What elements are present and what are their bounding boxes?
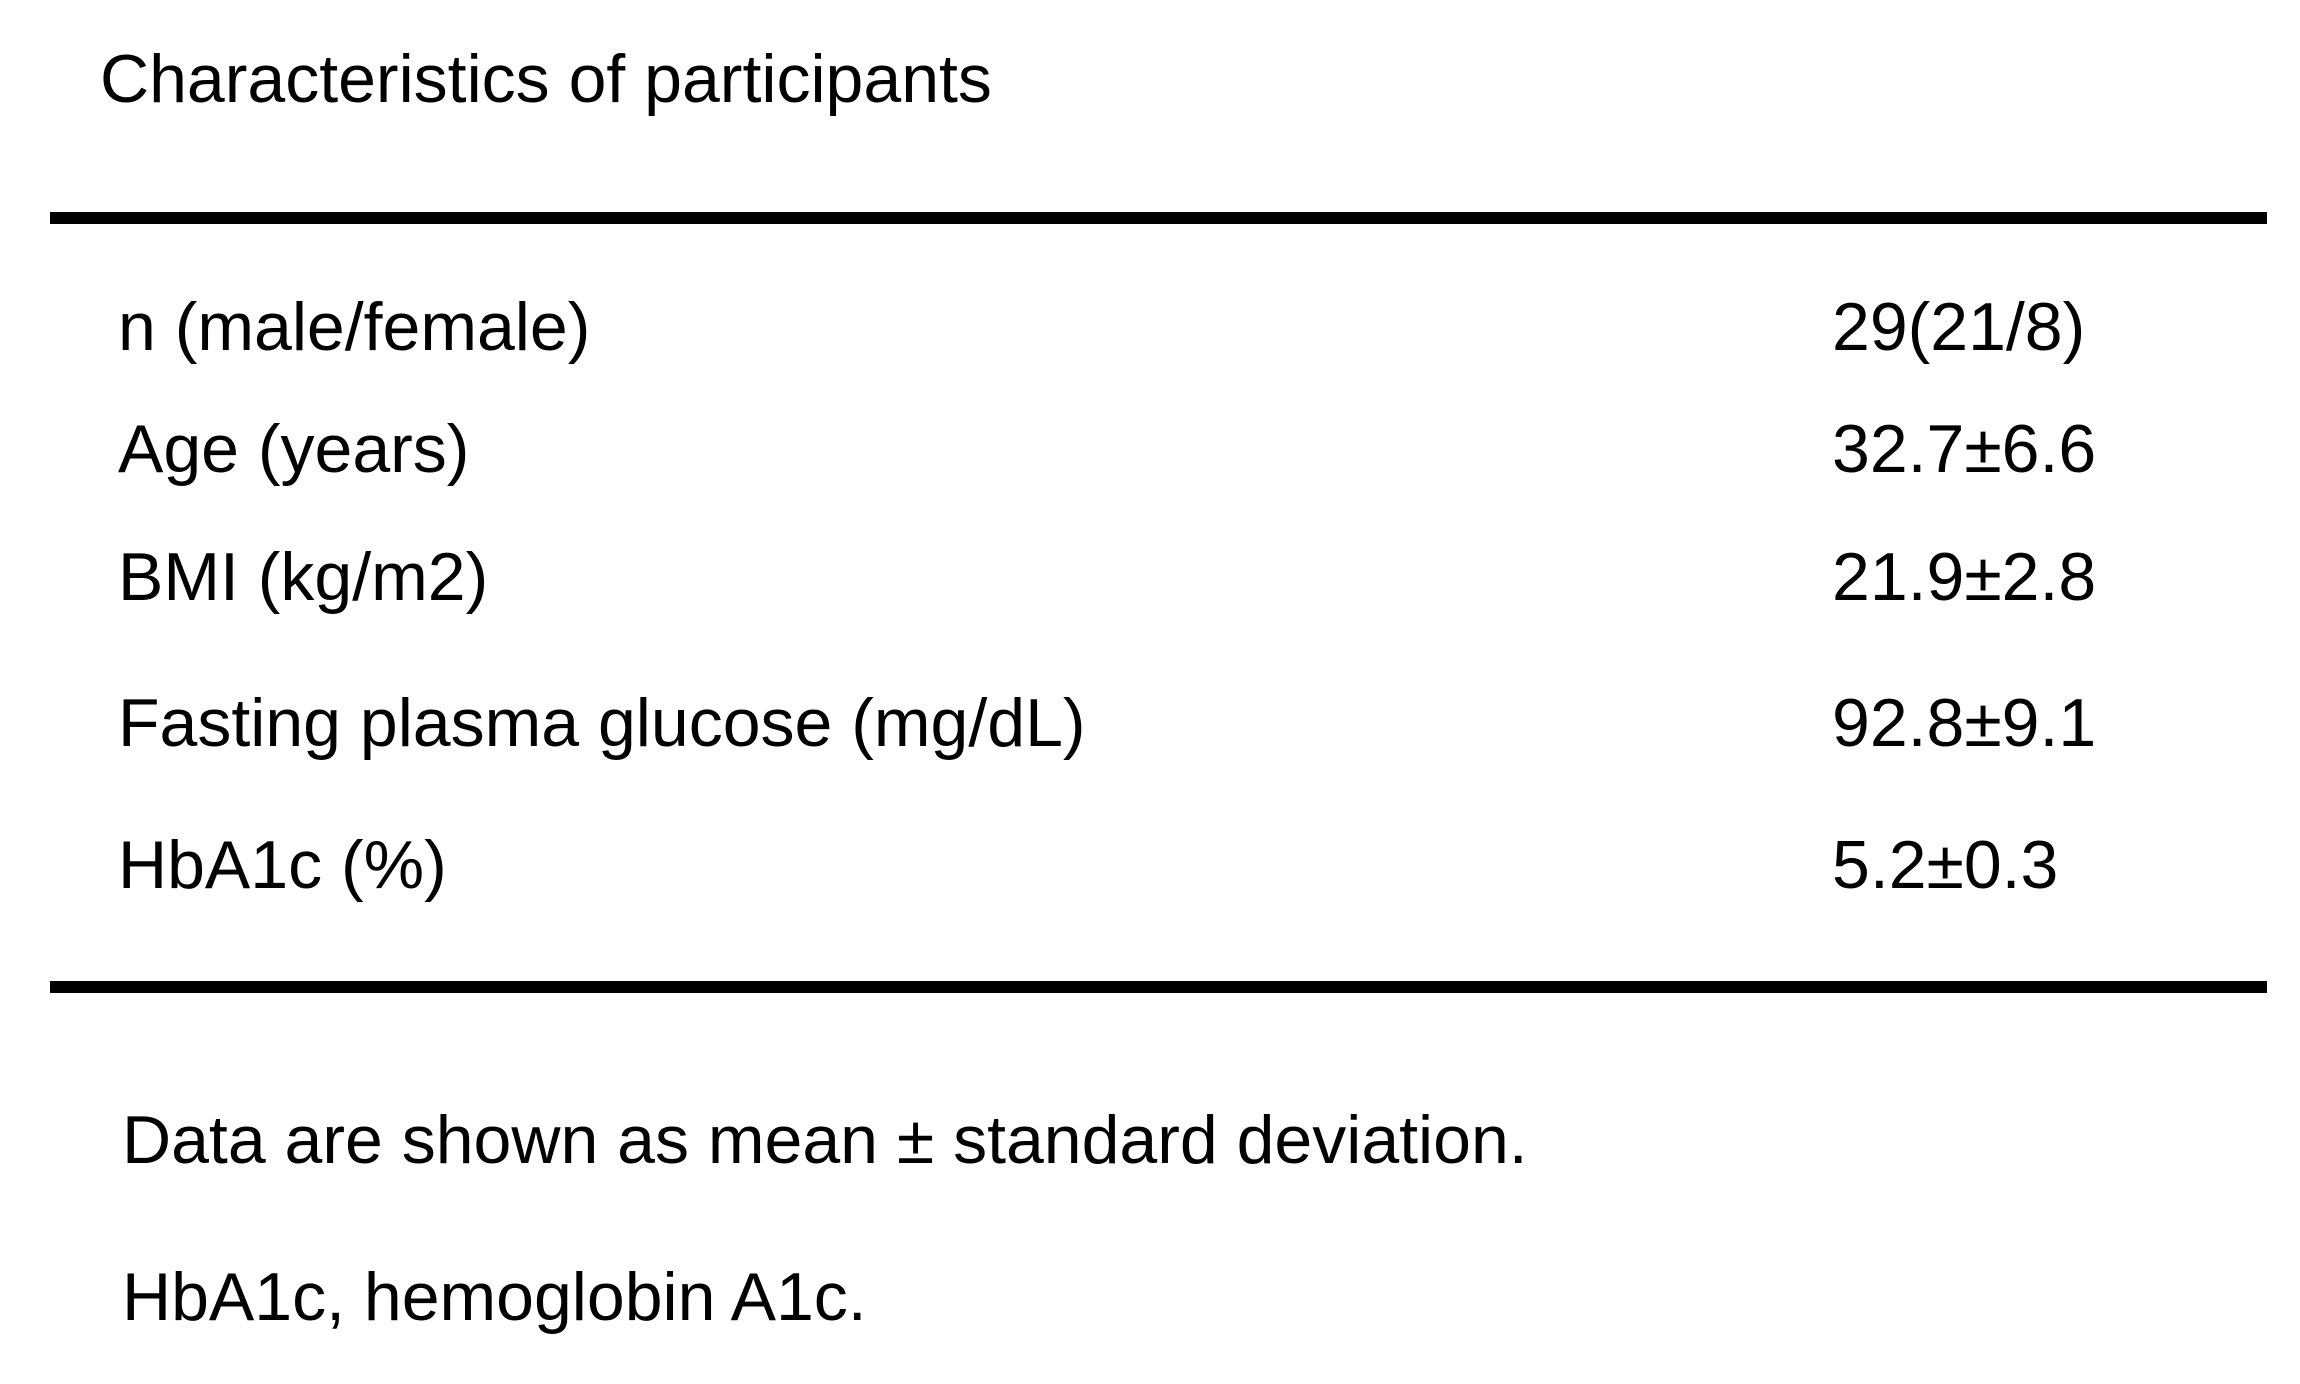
row-value-fasting-glucose: 92.8±9.1 [1832, 685, 2097, 761]
table-row: BMI (kg/m2) 21.9±2.8 [0, 539, 2300, 615]
footnote-mean-sd: Data are shown as mean ± standard deviat… [122, 1102, 1528, 1178]
table-row: HbA1c (%) 5.2±0.3 [0, 827, 2300, 903]
table-title: Characteristics of participants [100, 41, 992, 117]
row-value-n: 29(21/8) [1832, 289, 2086, 365]
table-row: Fasting plasma glucose (mg/dL) 92.8±9.1 [0, 685, 2300, 761]
table-bottom-rule [50, 981, 2267, 993]
row-label-n: n (male/female) [118, 289, 591, 365]
footnote-hba1c-abbreviation: HbA1c, hemoglobin A1c. [122, 1259, 867, 1335]
row-label-bmi: BMI (kg/m2) [118, 539, 489, 615]
row-label-fasting-glucose: Fasting plasma glucose (mg/dL) [118, 685, 1086, 761]
row-label-age: Age (years) [118, 411, 470, 487]
table-row: n (male/female) 29(21/8) [0, 289, 2300, 365]
row-label-hba1c: HbA1c (%) [118, 827, 447, 903]
table-row: Age (years) 32.7±6.6 [0, 411, 2300, 487]
row-value-bmi: 21.9±2.8 [1832, 539, 2097, 615]
table-top-rule [50, 212, 2267, 224]
row-value-hba1c: 5.2±0.3 [1832, 827, 2059, 903]
row-value-age: 32.7±6.6 [1832, 411, 2097, 487]
